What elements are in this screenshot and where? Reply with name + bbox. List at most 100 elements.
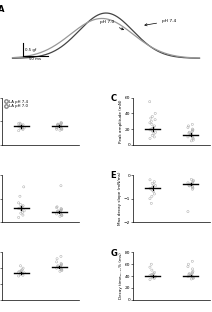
Point [57, 124, 60, 129]
Point [150, 201, 153, 206]
Point [59, 121, 63, 126]
Point [59, 122, 63, 127]
Point [153, 192, 156, 197]
Y-axis label: Max decay slope (mN/ms): Max decay slope (mN/ms) [118, 172, 122, 225]
Point [20, 207, 23, 212]
Point [152, 271, 155, 276]
Point [188, 182, 192, 187]
Point [190, 138, 193, 143]
Point [191, 187, 194, 192]
Point [191, 136, 195, 141]
Point [148, 277, 152, 282]
Text: pH 7.4: pH 7.4 [145, 19, 176, 26]
Point [189, 273, 192, 278]
Text: G: G [111, 249, 117, 258]
Point [190, 129, 194, 134]
Point [190, 134, 194, 139]
Point [150, 122, 153, 127]
Point [20, 125, 23, 130]
Point [148, 186, 152, 191]
Point [148, 196, 152, 201]
Point [191, 275, 194, 280]
Point [18, 269, 21, 274]
Point [56, 122, 60, 127]
Point [191, 135, 194, 140]
Point [191, 178, 195, 183]
Point [60, 127, 64, 132]
Point [188, 274, 192, 279]
Point [60, 213, 64, 218]
Point [151, 128, 154, 133]
Point [151, 133, 154, 138]
Point [21, 271, 24, 276]
Point [55, 127, 58, 132]
Point [190, 183, 193, 188]
Point [186, 209, 190, 214]
Point [153, 111, 157, 116]
Point [56, 264, 59, 269]
Point [55, 266, 58, 271]
Point [21, 123, 24, 128]
Point [149, 127, 153, 132]
Point [149, 187, 153, 192]
Point [190, 276, 193, 281]
Point [59, 123, 62, 128]
Point [152, 189, 155, 194]
Point [60, 212, 63, 217]
Legend: LA pH 7.4, LA pH 7.0: LA pH 7.4, LA pH 7.0 [4, 100, 28, 109]
Point [191, 127, 195, 132]
Point [190, 274, 194, 279]
Point [18, 194, 22, 199]
Point [58, 214, 62, 219]
Point [60, 126, 63, 131]
Point [21, 127, 25, 132]
Point [191, 179, 195, 184]
Point [59, 263, 63, 268]
Point [188, 130, 191, 135]
Point [22, 125, 26, 130]
Point [56, 123, 59, 128]
Point [152, 182, 156, 187]
Point [58, 269, 62, 274]
Point [151, 274, 155, 279]
Point [18, 124, 21, 129]
Point [20, 268, 23, 273]
Point [57, 210, 60, 215]
Point [152, 131, 156, 136]
Point [187, 183, 191, 188]
Point [154, 183, 157, 188]
Point [58, 210, 61, 215]
Point [19, 263, 22, 268]
Point [60, 126, 64, 131]
Point [60, 121, 63, 126]
Point [22, 208, 26, 213]
Point [191, 270, 194, 275]
Point [59, 124, 62, 129]
Point [191, 128, 194, 133]
Point [19, 122, 22, 127]
Point [21, 203, 25, 208]
Point [187, 262, 190, 267]
Point [151, 184, 155, 189]
Point [58, 128, 62, 133]
Point [154, 130, 157, 135]
Point [56, 209, 59, 214]
Point [59, 208, 63, 213]
Point [188, 133, 192, 138]
Point [150, 262, 153, 267]
Point [189, 132, 192, 137]
Point [55, 259, 58, 264]
Text: E: E [111, 171, 116, 180]
Text: pH 7.0: pH 7.0 [100, 20, 124, 30]
Point [186, 274, 190, 279]
Point [153, 124, 156, 129]
Point [55, 256, 59, 261]
Point [17, 206, 20, 211]
Point [56, 123, 60, 128]
Point [59, 124, 63, 129]
Point [17, 270, 20, 275]
Point [151, 274, 154, 279]
Point [148, 136, 152, 141]
Point [151, 129, 155, 134]
Point [22, 184, 25, 189]
